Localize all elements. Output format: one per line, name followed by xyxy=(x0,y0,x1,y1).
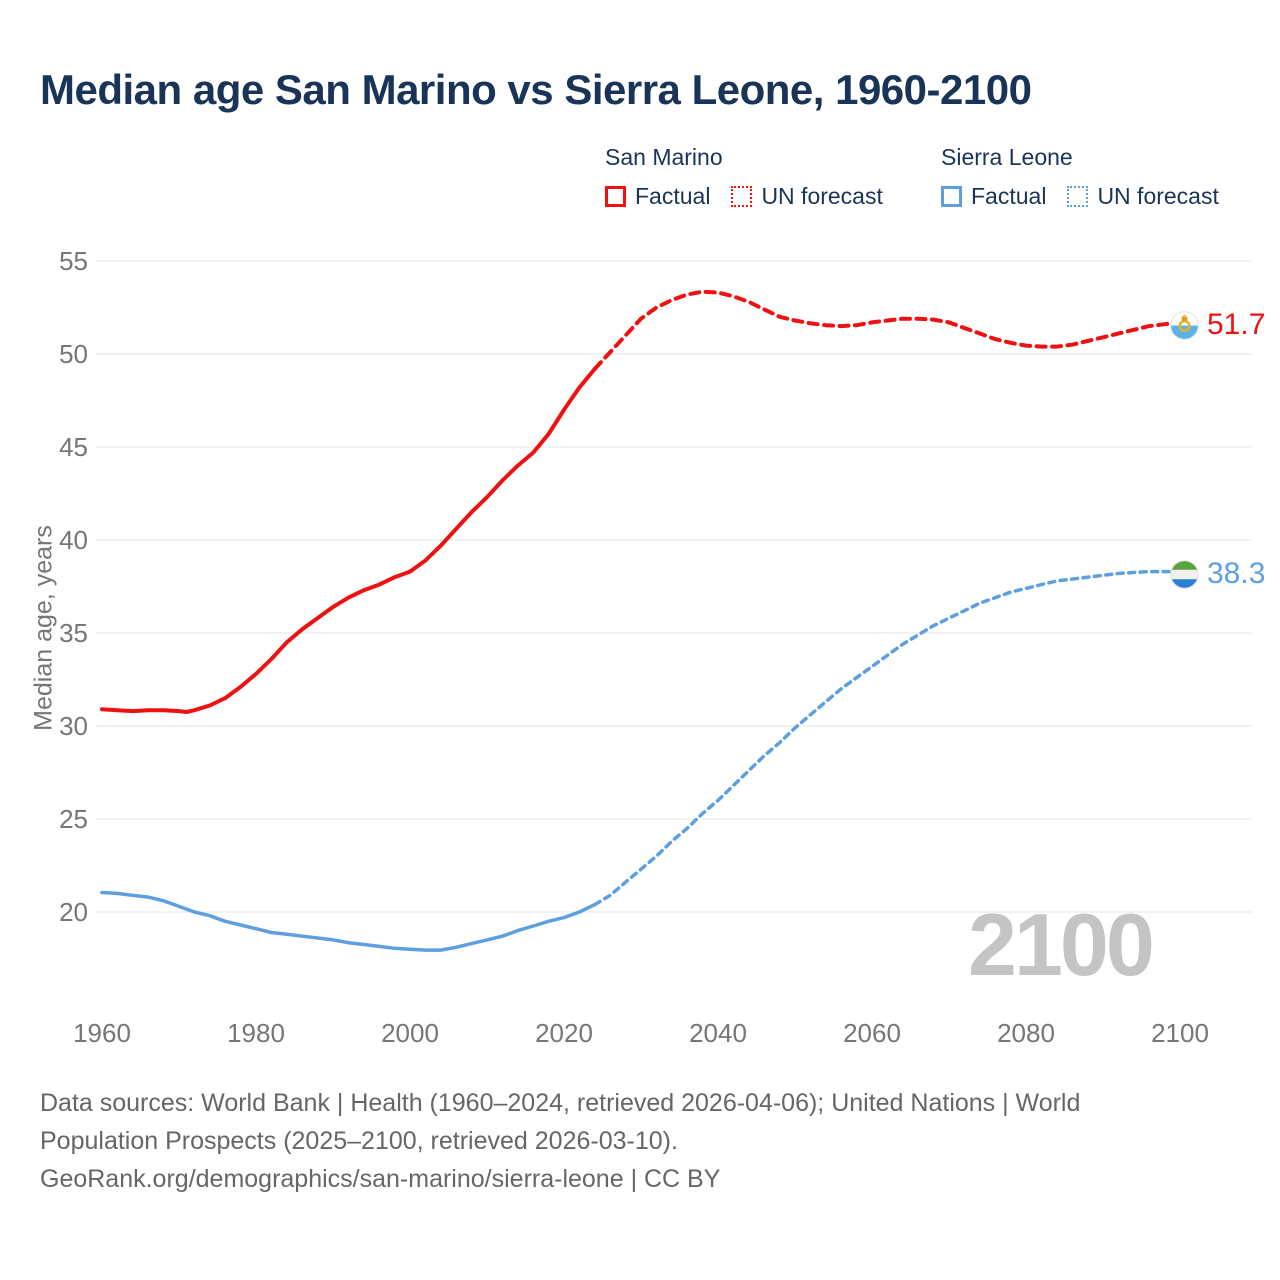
end-label-san-marino: 51.7 xyxy=(1170,308,1265,342)
sierra-leone-flag-icon xyxy=(1170,559,1199,589)
x-tick-label: 1960 xyxy=(73,1018,131,1048)
legend-item-label: Factual xyxy=(971,183,1047,209)
legend-item-san-marino-forecast[interactable]: UN forecast xyxy=(731,183,883,210)
legend-swatch-solid-red xyxy=(605,186,626,207)
line-sierra-leone-forecast xyxy=(593,569,1182,907)
footer: Data sources: World Bank | Health (1960–… xyxy=(40,1084,1080,1198)
end-label-sierra-leone: 38.3 xyxy=(1170,557,1265,591)
legend-item-sierra-leone-factual[interactable]: Factual xyxy=(941,183,1046,210)
y-axis-title: Median age, years xyxy=(29,525,58,731)
legend-row: Factual UN forecast xyxy=(941,183,1240,210)
footer-line: Data sources: World Bank | Health (1960–… xyxy=(40,1089,1081,1117)
legend-group-san-marino: San Marino Factual UN forecast xyxy=(605,144,904,210)
x-tick-label: 2040 xyxy=(689,1018,747,1048)
legend-item-sierra-leone-forecast[interactable]: UN forecast xyxy=(1067,183,1219,210)
legend-row: Factual UN forecast xyxy=(605,183,904,210)
legend-item-label: UN forecast xyxy=(1097,183,1219,209)
y-tick-label: 45 xyxy=(59,432,88,462)
y-tick-label: 50 xyxy=(59,339,88,369)
page-title: Median age San Marino vs Sierra Leone, 1… xyxy=(40,66,1032,113)
line-san-marino-forecast xyxy=(592,289,1182,371)
line-sierra-leone-factual xyxy=(100,890,597,952)
x-tick-label: 2000 xyxy=(381,1018,439,1048)
y-tick-label: 40 xyxy=(59,525,88,555)
legend-item-label: UN forecast xyxy=(761,183,883,209)
x-tick-label: 2100 xyxy=(1151,1018,1209,1048)
legend-group-title: San Marino xyxy=(605,144,723,170)
san-marino-flag-icon xyxy=(1170,310,1199,340)
x-tick-label: 1980 xyxy=(227,1018,285,1048)
legend-swatch-solid-blue xyxy=(941,186,962,207)
footer-line: Population Prospects (2025–2100, retriev… xyxy=(40,1127,678,1155)
legend-group-sierra-leone: Sierra Leone Factual UN forecast xyxy=(941,144,1240,210)
legend-group-title: Sierra Leone xyxy=(941,144,1073,170)
end-value-sierra-leone: 38.3 xyxy=(1207,557,1266,590)
legend-swatch-dotted-blue xyxy=(1067,186,1089,207)
x-tick-label: 2060 xyxy=(843,1018,901,1048)
legend-swatch-dotted-red xyxy=(731,186,753,207)
y-tick-label: 30 xyxy=(59,711,88,741)
legend-item-san-marino-factual[interactable]: Factual xyxy=(605,183,710,210)
line-san-marino-factual xyxy=(100,366,597,714)
end-value-san-marino: 51.7 xyxy=(1207,308,1266,341)
x-tick-label: 2080 xyxy=(997,1018,1055,1048)
y-tick-label: 25 xyxy=(59,804,88,834)
x-tick-label: 2020 xyxy=(535,1018,593,1048)
footer-link[interactable]: GeoRank.org/demographics/san-marino/sier… xyxy=(40,1165,721,1193)
watermark-year: 2100 xyxy=(968,895,1155,994)
y-tick-label: 55 xyxy=(59,246,88,276)
legend-item-label: Factual xyxy=(635,183,711,209)
y-tick-label: 20 xyxy=(59,897,88,927)
y-tick-label: 35 xyxy=(59,618,88,648)
